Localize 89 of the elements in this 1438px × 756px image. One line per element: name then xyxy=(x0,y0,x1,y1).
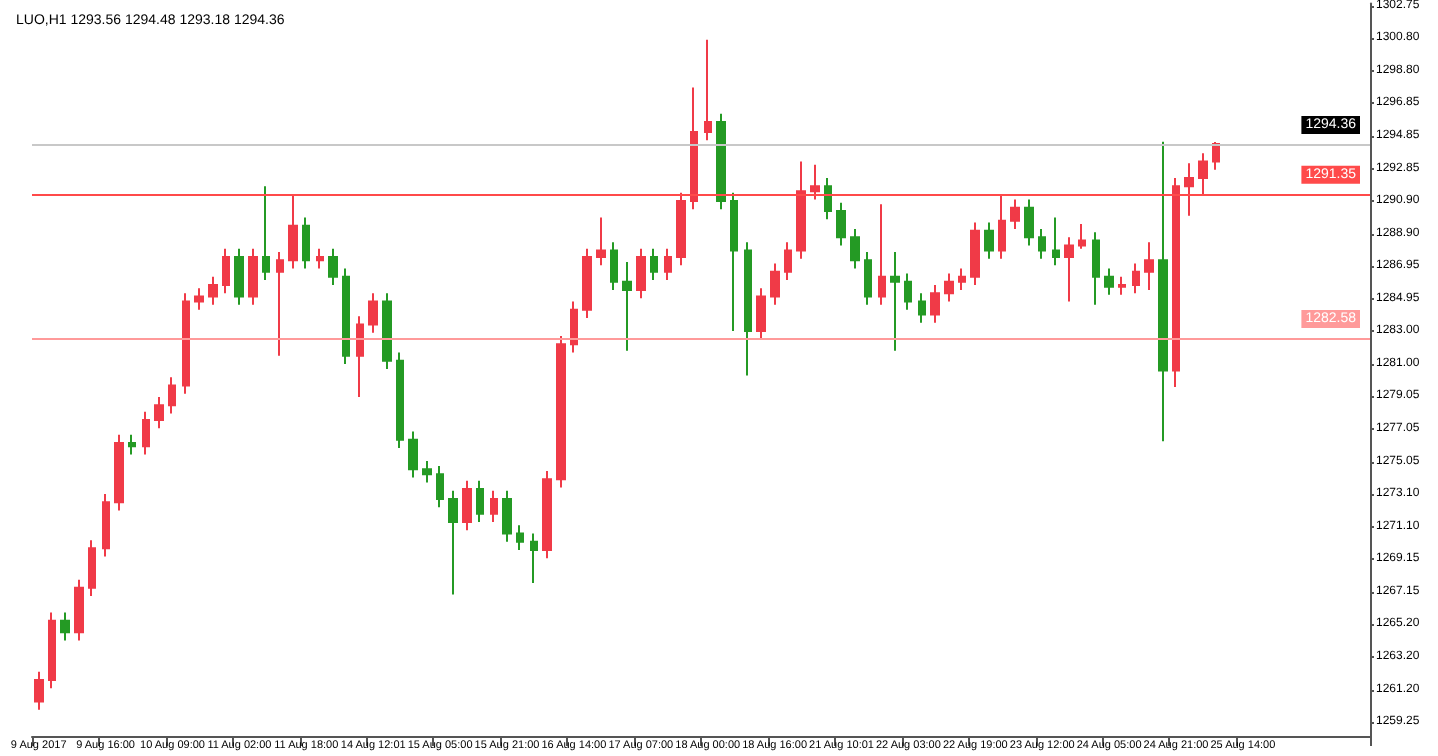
candlestick xyxy=(904,272,912,311)
candlestick xyxy=(422,460,432,484)
candlestick xyxy=(516,524,524,551)
candlestick xyxy=(128,433,136,456)
candlestick xyxy=(48,611,56,690)
candlestick xyxy=(716,112,726,211)
candlestick xyxy=(1198,152,1208,196)
candlestick xyxy=(890,251,900,352)
candlestick xyxy=(142,410,150,456)
candlestick xyxy=(1038,228,1046,260)
candlestick xyxy=(316,247,324,270)
candlestick xyxy=(288,193,298,270)
candlestick xyxy=(1184,162,1194,217)
candlestick xyxy=(1010,198,1020,231)
candlestick xyxy=(796,160,806,260)
candlestick xyxy=(88,539,96,598)
candlestick xyxy=(636,247,646,300)
candlestick xyxy=(570,300,578,354)
candlestick xyxy=(182,292,190,395)
candlestick xyxy=(276,251,284,357)
candlestick xyxy=(770,262,780,306)
candlestick xyxy=(436,465,444,509)
candlestick xyxy=(194,287,204,311)
candlestick xyxy=(396,351,404,449)
candlestick xyxy=(676,191,686,267)
candlestick xyxy=(234,247,244,306)
candlestick xyxy=(168,376,176,415)
candlestick xyxy=(582,247,592,319)
candlestick xyxy=(102,493,110,558)
candlestick xyxy=(1158,140,1168,443)
candlestick xyxy=(1144,241,1154,291)
candlestick xyxy=(664,247,672,282)
candlestick xyxy=(850,228,860,270)
candlestick xyxy=(502,489,512,543)
candlestick xyxy=(356,315,364,398)
candlestick xyxy=(342,267,350,365)
candlestick xyxy=(154,395,164,430)
candlestick xyxy=(542,469,552,560)
candlestick xyxy=(824,177,832,221)
candlestick xyxy=(596,216,606,267)
candlestick xyxy=(1104,267,1114,296)
candlestick xyxy=(328,247,338,286)
candlestick xyxy=(970,221,980,286)
candlestick xyxy=(1118,275,1126,296)
candlestick xyxy=(222,247,230,295)
candlestick xyxy=(1052,216,1060,267)
candlestick xyxy=(930,284,940,324)
candlestick xyxy=(622,260,632,352)
candlestick xyxy=(382,292,392,370)
candlestick xyxy=(1064,236,1074,303)
candlestick xyxy=(810,163,820,201)
candlestick xyxy=(1132,262,1140,295)
candlestick xyxy=(60,611,70,642)
candlestick xyxy=(408,430,418,479)
candlestick xyxy=(650,247,658,282)
candlestick xyxy=(958,267,966,291)
candlestick xyxy=(784,241,792,282)
candlestick xyxy=(208,275,218,306)
candlestick xyxy=(302,216,310,270)
candlestick xyxy=(1024,198,1034,247)
candlestick xyxy=(530,532,538,584)
candlestick xyxy=(1078,223,1086,250)
candlestick xyxy=(368,292,378,334)
candlestick xyxy=(730,191,738,333)
candlestick xyxy=(744,241,752,377)
candlestick xyxy=(864,251,872,306)
candlestick xyxy=(462,479,472,532)
candlestick xyxy=(836,201,846,247)
candlestick xyxy=(918,292,926,324)
candlestick xyxy=(944,272,954,303)
candlestick xyxy=(756,287,766,341)
candlestick xyxy=(476,479,484,524)
candlestick xyxy=(248,247,258,306)
candlestick xyxy=(262,185,270,282)
candlestick xyxy=(448,489,458,596)
candlestick xyxy=(490,489,498,524)
candlestick xyxy=(1212,141,1220,171)
candlestick xyxy=(690,86,698,211)
candlestick xyxy=(114,433,124,512)
candlestick xyxy=(1092,231,1100,306)
candlestick xyxy=(1172,177,1180,389)
candlestick xyxy=(556,335,566,489)
candlestick xyxy=(704,38,712,142)
candlestick xyxy=(984,221,994,260)
candlestick xyxy=(74,578,84,642)
candlestick xyxy=(610,241,618,291)
candlestick xyxy=(998,193,1006,260)
candlestick xyxy=(34,670,44,711)
candlestick xyxy=(878,203,886,306)
